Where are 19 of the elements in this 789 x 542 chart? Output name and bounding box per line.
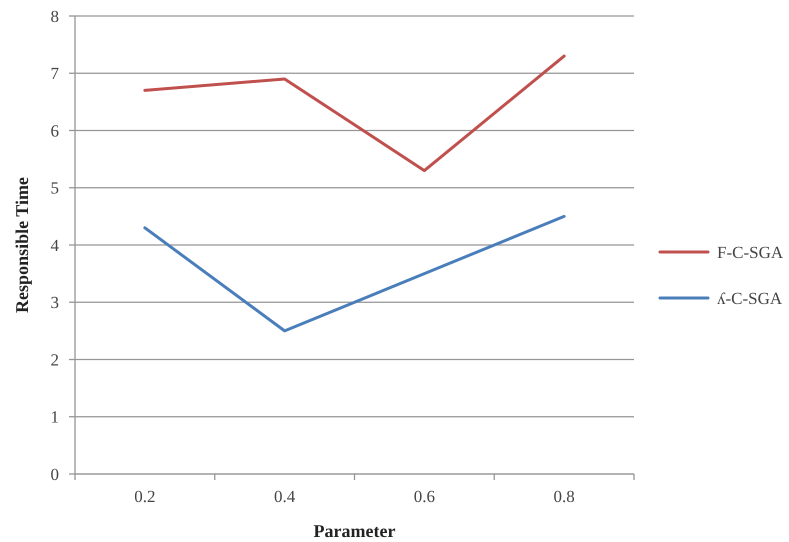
y-tick-label: 4: [50, 236, 60, 255]
y-tick-label: 2: [50, 350, 59, 370]
y-tick-label: 7: [50, 64, 60, 84]
x-tick-label: 0.2: [134, 487, 156, 506]
y-tick-label: 0: [50, 464, 59, 484]
y-tick-label: 5: [50, 178, 59, 198]
x-tick-label: 0.4: [274, 487, 296, 506]
x-axis-title: Parameter: [314, 521, 396, 541]
legend-label: ʎ-C-SGA: [717, 288, 783, 308]
y-tick-label: 6: [50, 121, 59, 140]
line-series: [143, 54, 566, 172]
y-tick-label: 8: [50, 6, 59, 26]
line-series: [143, 214, 566, 332]
y-tick-label: 1: [50, 408, 59, 427]
x-tick-label: 0.6: [414, 487, 435, 506]
x-tick-label: 0.8: [554, 487, 575, 506]
y-axis-title: Responsible Time: [12, 177, 32, 313]
y-tick-label: 3: [50, 293, 59, 312]
legend-label: F-C-SGA: [717, 242, 784, 262]
